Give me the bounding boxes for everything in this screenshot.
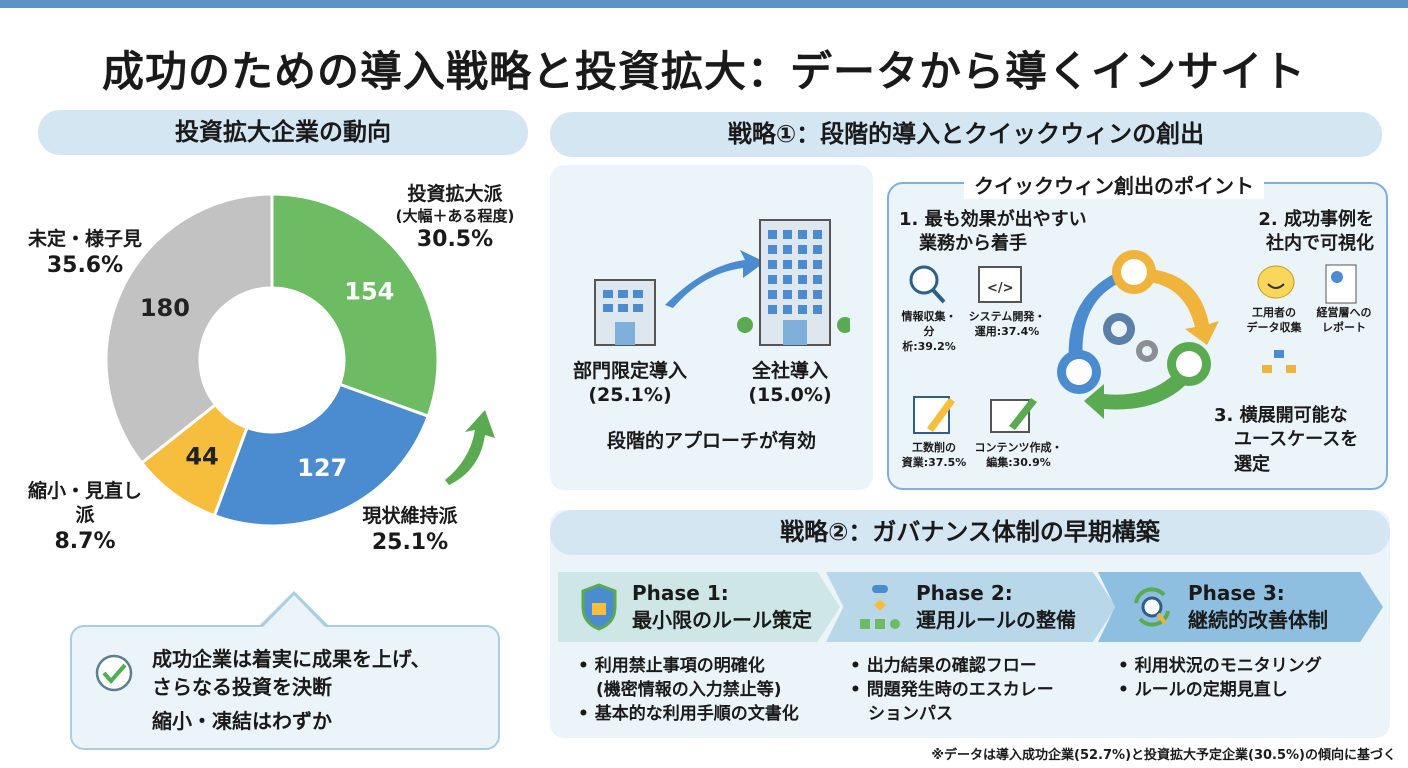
org-chart-icon (1274, 350, 1284, 358)
slice-value-label: 154 (344, 278, 394, 306)
donut-slice (270, 192, 440, 419)
point-2: 2. 成功事例を 社内で可視化 (1258, 209, 1374, 255)
phase-3-list: 利用状況のモニタリングルールの定期見直し (1118, 654, 1322, 702)
callout-line: 成功企業は着実に成果を上げ、 (152, 647, 431, 671)
report-icon (1325, 264, 1357, 304)
svg-text:</>: </> (987, 281, 1014, 296)
page-title: 成功のための導入戦略と投資拡大：データから導くインサイト (101, 47, 1306, 96)
point-3: 3. 横展開可能な ユースケースを 選定 (1214, 405, 1359, 475)
stat: システム開発・ 運用:37.4% (968, 310, 1046, 338)
stat: コンテンツ作成・ 編集:30.9% (974, 441, 1063, 469)
stat: 工数削の 資業:37.5% (901, 441, 967, 469)
label-shrink: 縮小・見直し派 8.7% (27, 480, 142, 554)
gear-cycle-icon (1057, 250, 1219, 419)
label-expand: 投資拡大派 (大幅＋ある程度) 30.5% (395, 183, 515, 252)
dept-rollout: 部門限定導入 (25.1%) (572, 360, 687, 406)
slice-value-label: 180 (140, 294, 190, 322)
check-icon (95, 654, 133, 692)
top-bar (0, 0, 1408, 8)
company-rollout: 全社導入 (15.0%) (748, 360, 832, 406)
quickwin-title: クイックウィン創出のポイント (964, 170, 1264, 199)
flowchart-icon (860, 585, 900, 629)
search-chart-icon (909, 265, 939, 295)
code-window-icon (978, 266, 1022, 303)
label-maintain: 現状維持派 25.1% (362, 505, 458, 555)
donut-chart: 154 127 44 180 (104, 192, 495, 528)
shield-lock-icon (581, 583, 617, 631)
strategy1-header: 戦略①：段階的導入とクイックウィンの創出 (550, 112, 1382, 157)
stat: 情報収集・ 分析:39.2% (901, 310, 957, 353)
edit-doc-icon (990, 399, 1030, 433)
donut-slice (212, 382, 431, 528)
up-arrow-icon (445, 410, 495, 485)
arrow-icon (665, 250, 765, 308)
strategy2-header: 戦略②：ガバナンス体制の早期構築 (550, 510, 1390, 555)
approach-text: 段階的アプローチが有効 (606, 430, 816, 452)
callout-line: さらなる投資を決断 (152, 675, 332, 699)
quickwin-panel: クイックウィン創出のポイント 1. 最も効果が出やすい 業務から着手 2. 成功事… (887, 170, 1388, 490)
smile-icon (1257, 265, 1295, 299)
phased-approach-panel: 部門限定導入 (25.1%) 全社導入 (15.0%) 段階的アプローチが有効 (550, 165, 873, 490)
footnote: ※データは導入成功企業(52.7%)と投資拡大予定企業(30.5%)の傾向に基づ… (931, 748, 1396, 763)
slice-value-label: 127 (297, 454, 347, 482)
phase-2: Phase 2: 運用ルールの整備 (826, 572, 1116, 642)
label-undecided: 未定・様子見 35.6% (27, 228, 142, 278)
point-1: 1. 最も効果が出やすい 業務から着手 (899, 209, 1087, 255)
callout-box: 成功企業は着実に成果を上げ、 さらなる投資を決断 縮小・凍結はわずか (70, 591, 500, 750)
cycle-search-icon (1134, 587, 1170, 627)
slice-value-label: 44 (185, 442, 218, 470)
phase-1-list: 利用禁止事項の明確化(機密情報の入力禁止等)基本的な利用手順の文書化 (578, 654, 799, 726)
callout-line: 縮小・凍結はわずか (152, 709, 332, 733)
viz-item: 経営層への レポート (1316, 306, 1372, 334)
phase-1: Phase 1: 最小限のルール策定 (558, 572, 840, 642)
left-header: 投資拡大企業の動向 (38, 110, 528, 155)
buildings-icon (594, 219, 850, 346)
phase-2-list: 出力結果の確認フロー問題発生時のエスカレーションパス (850, 654, 1054, 726)
viz-item: 工用者の データ収集 (1246, 306, 1302, 334)
phase-3: Phase 3: 継続的改善体制 (1098, 572, 1383, 642)
donut-slice (104, 192, 274, 466)
